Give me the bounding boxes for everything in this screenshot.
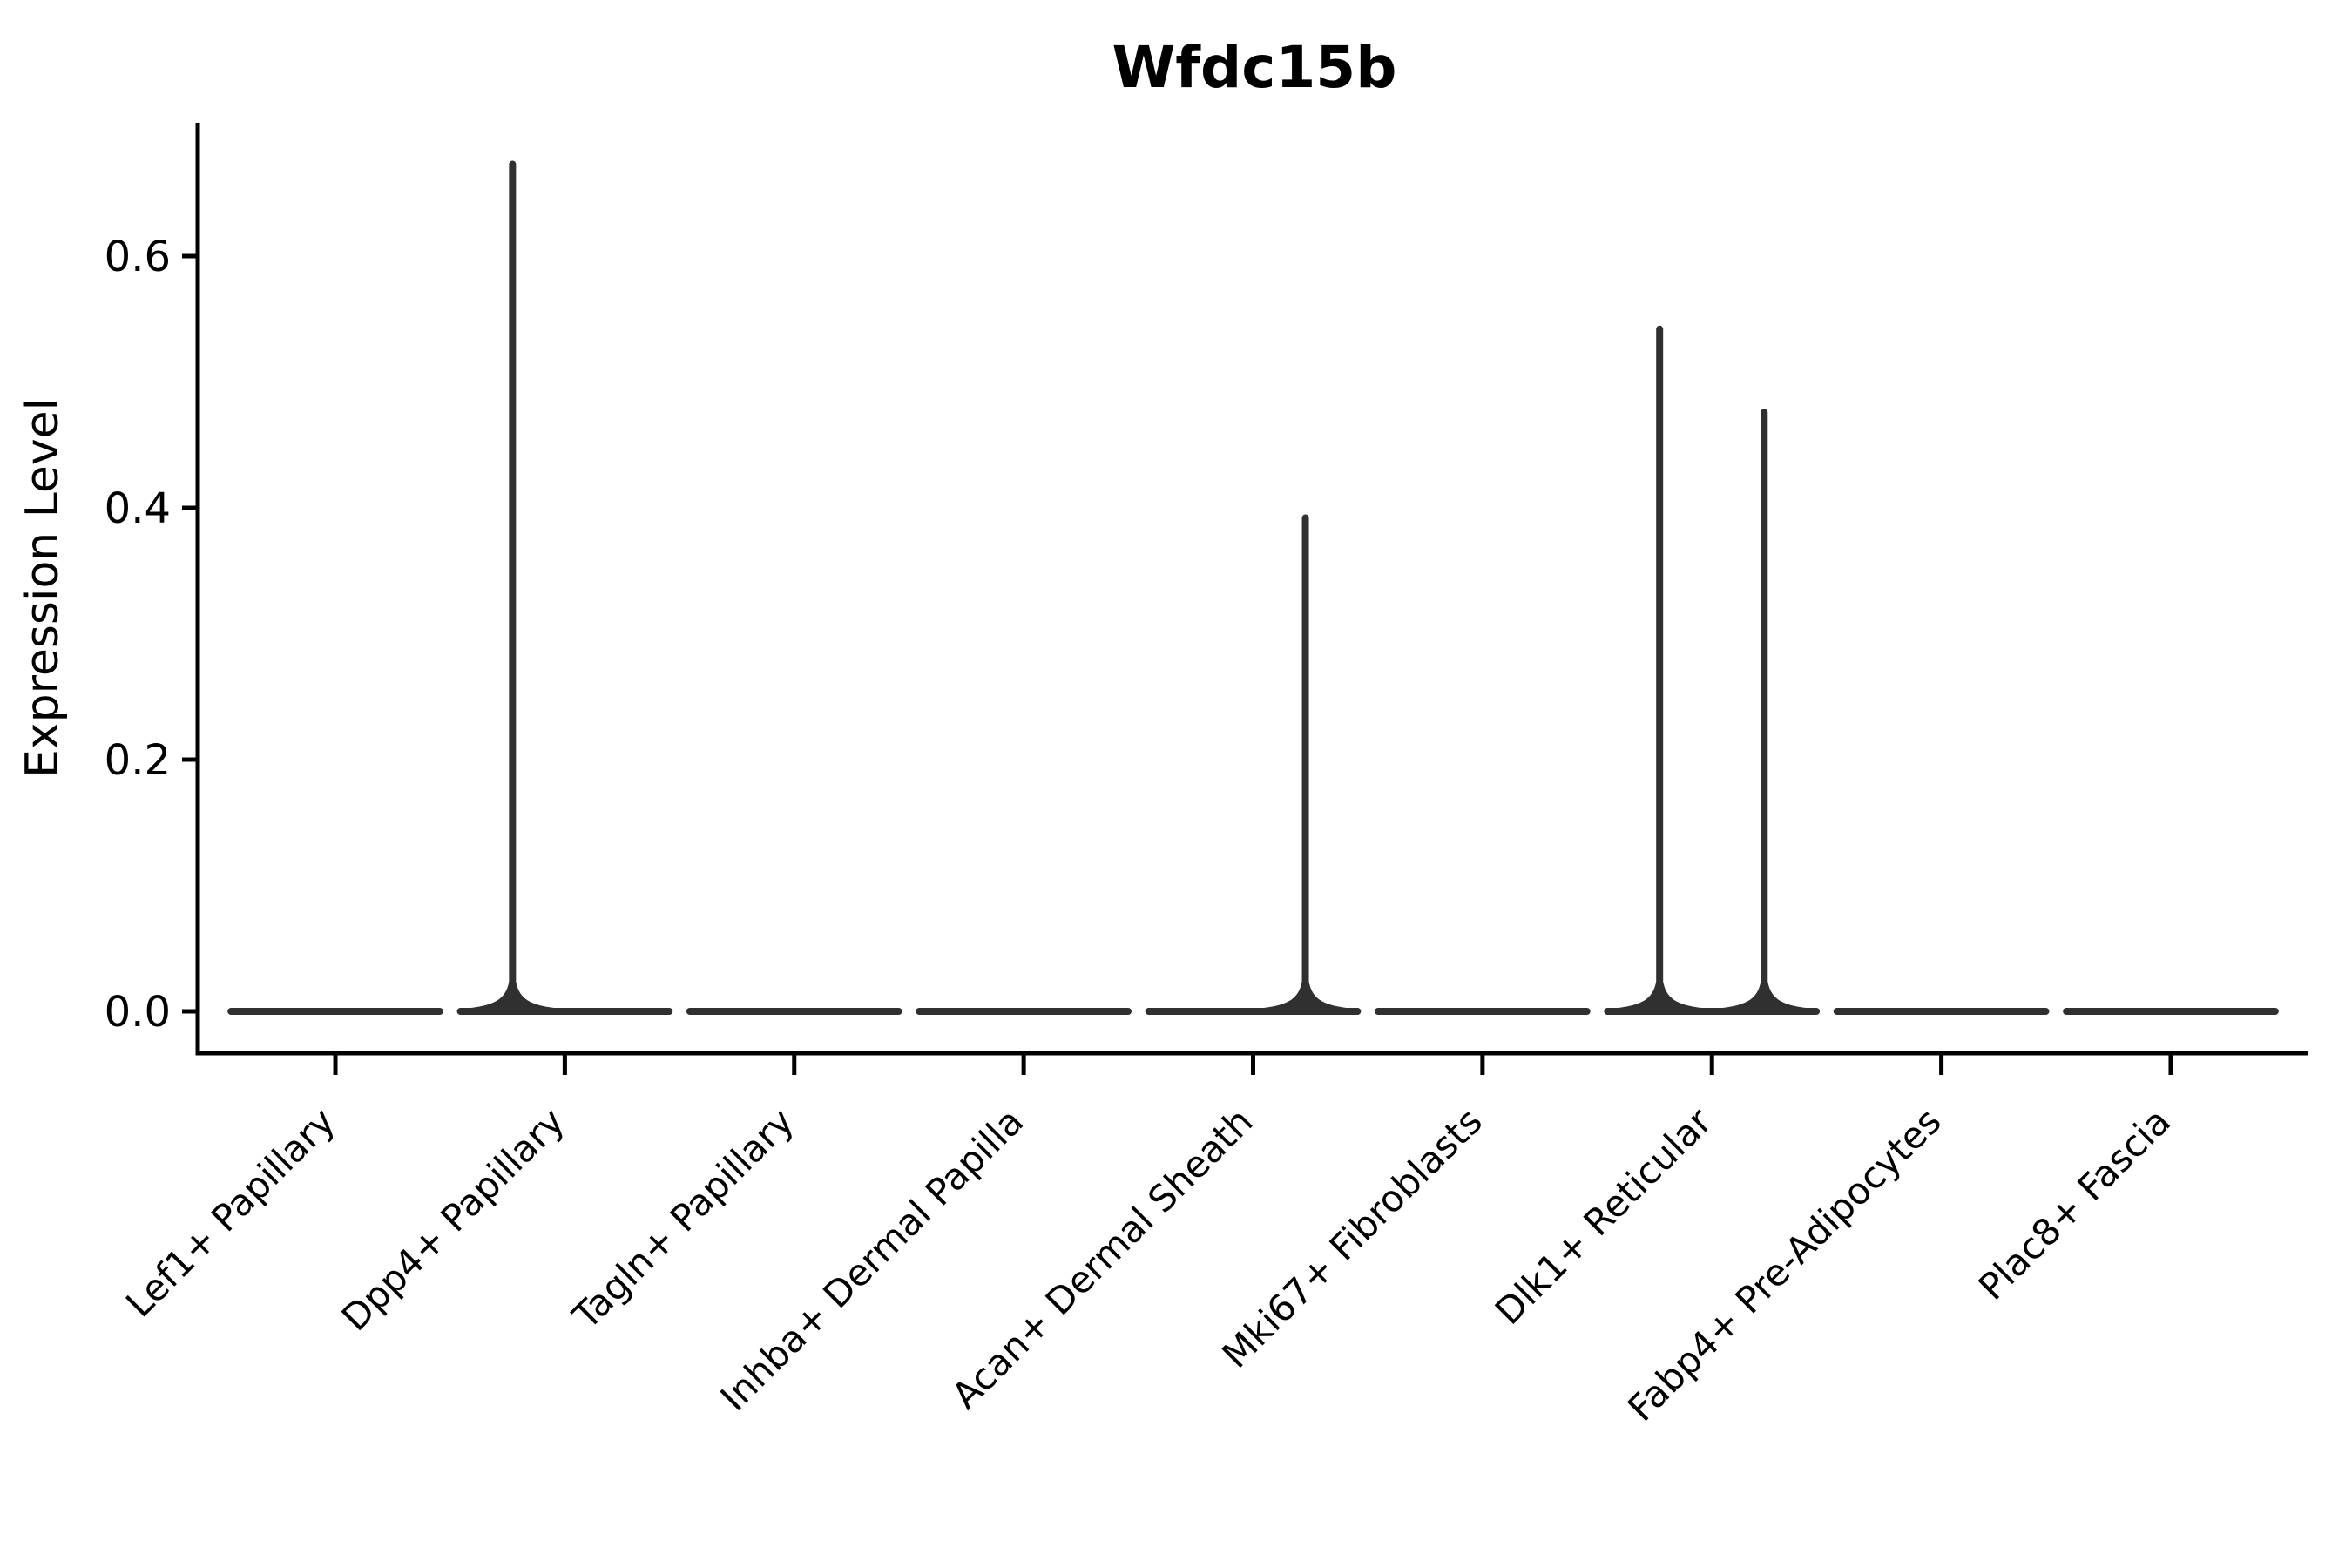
y-tick-label: 0.4 <box>105 484 171 533</box>
x-tick-label: Dpp4+ Papillary <box>334 1099 573 1339</box>
x-tick-label: Mki67+ Fibroblasts <box>1213 1099 1490 1375</box>
x-tick-label: Dlk1+ Reticular <box>1487 1099 1720 1333</box>
y-tick-label: 0.2 <box>105 736 171 785</box>
x-tick-label: Tagln+ Papillary <box>564 1099 801 1337</box>
y-tick-label: 0.0 <box>105 988 171 1037</box>
y-axis-label: Expression Level <box>17 398 69 778</box>
x-tick-label: Lef1+ Papillary <box>118 1099 343 1325</box>
x-tick-label: Plac8+ Fascia <box>1970 1099 2179 1308</box>
violin-flare <box>462 982 564 1015</box>
violin-flare <box>1254 982 1356 1015</box>
violin-flare <box>1609 982 1711 1015</box>
chart-title: Wfdc15b <box>1112 34 1397 101</box>
violin-flare <box>1713 982 1815 1015</box>
y-tick-label: 0.6 <box>105 233 171 281</box>
